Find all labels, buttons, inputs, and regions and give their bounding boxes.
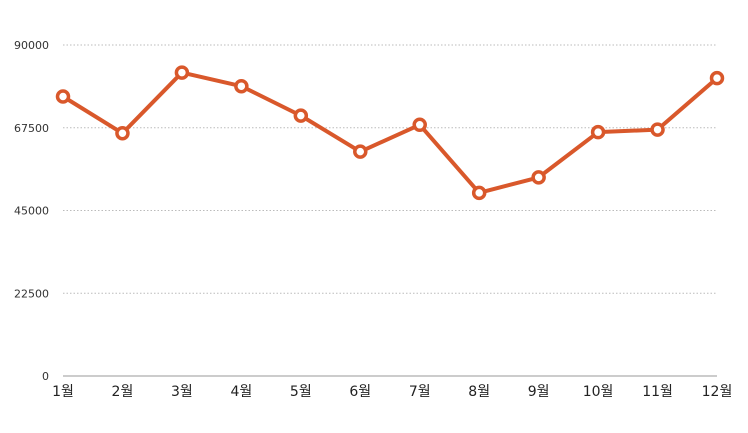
series-layer bbox=[55, 65, 725, 201]
data-point bbox=[174, 65, 190, 80]
x-tick-label: 5월 bbox=[290, 384, 312, 400]
x-tick-label: 9월 bbox=[528, 384, 550, 400]
data-point bbox=[531, 170, 546, 185]
x-tick-label: 6월 bbox=[349, 384, 371, 400]
y-tick-label: 0 bbox=[42, 370, 49, 383]
series-line bbox=[61, 70, 719, 195]
data-point bbox=[709, 70, 725, 86]
grid-layer bbox=[63, 44, 717, 294]
data-point bbox=[353, 144, 368, 159]
x-tick-label: 3월 bbox=[171, 384, 193, 400]
x-tick-label: 1월 bbox=[52, 384, 74, 400]
x-tick-label: 4월 bbox=[230, 384, 252, 400]
x-tick-label: 12월 bbox=[702, 384, 733, 400]
y-tick-label: 67500 bbox=[14, 122, 49, 135]
x-tick-label: 2월 bbox=[112, 384, 134, 400]
data-point bbox=[412, 117, 427, 133]
x-tick-label: 8월 bbox=[468, 384, 490, 400]
data-point bbox=[55, 89, 71, 104]
data-point bbox=[650, 122, 665, 137]
y-axis-tick-labels: 0 22500 45000 67500 90000 bbox=[14, 39, 49, 383]
data-point bbox=[293, 108, 309, 123]
data-point bbox=[471, 185, 487, 201]
y-tick-label: 45000 bbox=[14, 205, 49, 218]
data-point bbox=[115, 126, 130, 141]
y-tick-label: 22500 bbox=[14, 287, 49, 300]
x-tick-label: 10월 bbox=[583, 384, 614, 400]
x-tick-label: 11월 bbox=[642, 384, 673, 400]
x-axis-tick-labels: 1월 2월 3월 4월 5월 6월 7월 8월 9월 10월 11월 12월 bbox=[52, 384, 732, 400]
data-point bbox=[234, 78, 249, 94]
data-point bbox=[590, 124, 606, 140]
y-tick-label: 90000 bbox=[14, 39, 49, 52]
x-tick-label: 7월 bbox=[409, 384, 431, 400]
